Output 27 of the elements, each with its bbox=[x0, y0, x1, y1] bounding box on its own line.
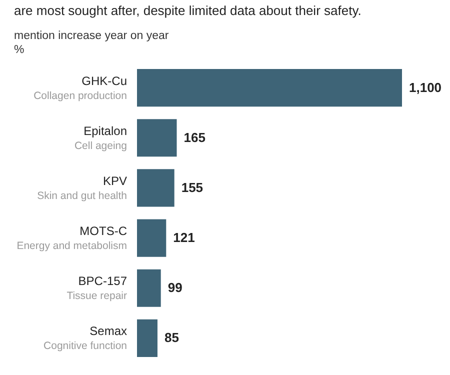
data-label: 165 bbox=[184, 130, 206, 145]
text: Tissue repair bbox=[66, 290, 128, 302]
bar bbox=[137, 269, 161, 307]
y-tick-label: Semax bbox=[90, 324, 127, 338]
text: Skin and gut health bbox=[37, 190, 128, 202]
y-tick-label: MOTS-C bbox=[80, 224, 128, 238]
bar bbox=[137, 69, 402, 107]
data-label: 85 bbox=[164, 330, 179, 346]
y-tick-label: KPV bbox=[102, 174, 127, 188]
x-axis-title: % bbox=[14, 43, 26, 57]
data-label: 121 bbox=[173, 230, 195, 246]
bar bbox=[137, 119, 177, 157]
data-label: 155 bbox=[181, 180, 204, 195]
y-tick-label: BPC-157 bbox=[78, 274, 128, 288]
data-label: 99 bbox=[168, 280, 182, 296]
y-tick-label: Epitalon bbox=[84, 124, 127, 138]
chart-subtitle: mention increase year on year bbox=[14, 29, 170, 43]
chart-title: are most sought after, despite limited data about their safety. bbox=[14, 2, 362, 19]
y-tick-label: GHK-Cu bbox=[82, 74, 127, 88]
bar bbox=[137, 169, 174, 207]
text: Cell ageing bbox=[74, 140, 128, 152]
text: Cognitive function bbox=[44, 340, 128, 352]
bar bbox=[137, 219, 166, 257]
bar bbox=[137, 319, 158, 357]
text: Energy and metabolism bbox=[16, 240, 128, 252]
text: Collagen production bbox=[34, 90, 128, 102]
data-label: 1,100 bbox=[409, 80, 442, 95]
